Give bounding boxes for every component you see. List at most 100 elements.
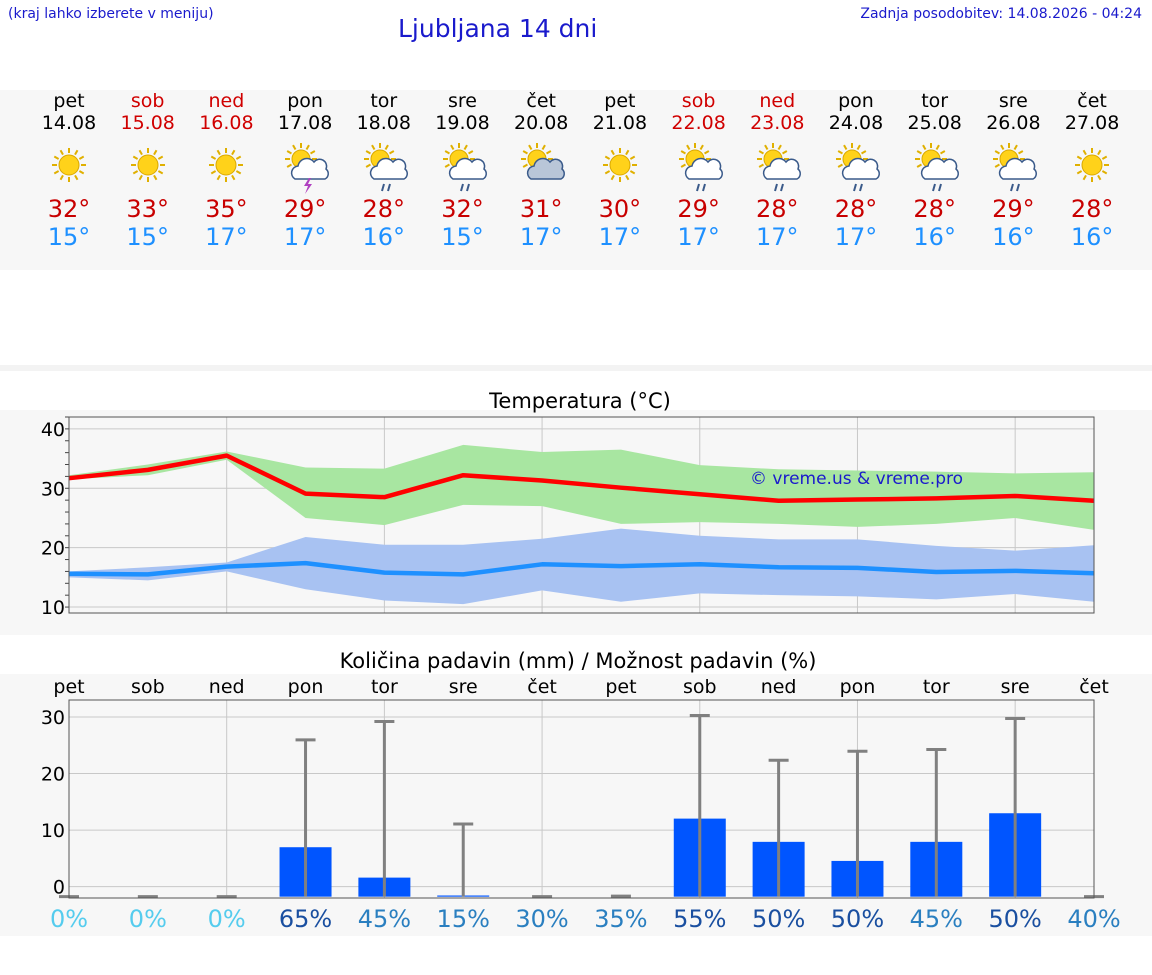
day-name: pon xyxy=(838,90,874,112)
day-column: ned 23.08 28° 17° xyxy=(738,90,816,251)
low-temperature: 17° xyxy=(205,223,248,251)
y-tick-label: 40 xyxy=(41,419,65,441)
sun-icon xyxy=(109,135,187,195)
y-tick-label: 10 xyxy=(41,820,65,842)
x-category-label: sob xyxy=(131,676,165,698)
sun-cloud-rain-icon xyxy=(817,135,895,195)
day-column: pon 17.08 29° 17° xyxy=(266,90,344,251)
day-date: 17.08 xyxy=(277,112,333,134)
low-temperature: 15° xyxy=(47,223,91,251)
high-temperature: 28° xyxy=(913,195,956,223)
day-column: sob 22.08 29° 17° xyxy=(660,90,738,251)
day-date: 27.08 xyxy=(1064,112,1120,134)
day-name: pon xyxy=(287,90,323,112)
low-temperature: 17° xyxy=(756,223,799,251)
day-name: ned xyxy=(208,90,245,112)
day-column: sob 15.08 33° 15° xyxy=(109,90,187,251)
low-temperature: 15° xyxy=(126,223,169,251)
low-temperature: 17° xyxy=(519,223,563,251)
precipitation-probability: 0% xyxy=(129,905,167,933)
low-temperature-line xyxy=(68,560,1095,577)
day-name: tor xyxy=(921,90,949,112)
high-temperature: 28° xyxy=(834,195,878,223)
day-date: 23.08 xyxy=(750,112,805,134)
precipitation-probability: 0% xyxy=(208,905,246,933)
precipitation-plot-frame xyxy=(68,699,1095,899)
y-tick-label: 20 xyxy=(41,764,65,786)
x-category-label: pet xyxy=(605,676,636,698)
precipitation-probability: 65% xyxy=(279,905,332,933)
day-name: sob xyxy=(130,90,165,112)
day-column: sre 26.08 29° 16° xyxy=(974,90,1052,251)
y-tick-label: 20 xyxy=(41,538,65,560)
precipitation-probability: 50% xyxy=(831,905,884,933)
page-title: Ljubljana 14 dni xyxy=(398,14,598,43)
high-temperature: 32° xyxy=(47,195,91,223)
day-column: sre 19.08 32° 15° xyxy=(424,90,502,251)
precipitation-probability: 45% xyxy=(910,905,963,933)
precipitation-probability: 50% xyxy=(752,905,805,933)
high-temperature-line xyxy=(68,453,1095,503)
precipitation-probability: 0% xyxy=(50,905,88,933)
precipitation-probability: 35% xyxy=(594,905,647,933)
sun-cloud-rain-icon xyxy=(345,135,423,195)
day-name: čet xyxy=(526,90,556,112)
day-name: pet xyxy=(604,90,636,112)
x-category-label: pon xyxy=(288,676,324,698)
y-tick-label: 10 xyxy=(41,597,65,619)
low-temperature: 17° xyxy=(834,223,878,251)
day-name: sob xyxy=(681,90,716,112)
high-temperature: 33° xyxy=(126,195,169,223)
sun-cloud-rain-icon xyxy=(738,135,816,195)
x-category-label: tor xyxy=(923,676,950,698)
day-date: 22.08 xyxy=(671,112,726,134)
day-date: 18.08 xyxy=(356,112,411,134)
day-name: sre xyxy=(998,90,1028,112)
x-category-label: čet xyxy=(1079,676,1109,698)
low-temperature: 15° xyxy=(441,223,484,251)
sun-icon xyxy=(1053,135,1131,195)
sun-icon xyxy=(581,135,659,195)
day-column: tor 25.08 28° 16° xyxy=(896,90,974,251)
sun-cloud-icon xyxy=(502,135,580,195)
x-category-label: ned xyxy=(761,676,797,698)
divider xyxy=(0,365,1152,371)
high-temperature: 29° xyxy=(677,195,720,223)
sun-icon xyxy=(30,135,108,195)
x-category-label: pet xyxy=(53,676,84,698)
day-column: tor 18.08 28° 16° xyxy=(345,90,423,251)
precipitation-chart-title: Količina padavin (mm) / Možnost padavin … xyxy=(340,649,817,673)
location-hint: (kraj lahko izberete v meniju) xyxy=(8,6,214,22)
high-temperature: 28° xyxy=(1070,195,1114,223)
low-temperature: 17° xyxy=(598,223,642,251)
day-column: pet 14.08 32° 15° xyxy=(30,90,108,251)
day-column: čet 27.08 28° 16° xyxy=(1053,90,1131,251)
low-temperature: 17° xyxy=(283,223,327,251)
low-temperature: 17° xyxy=(677,223,720,251)
sun-cloud-thunder-icon xyxy=(266,135,344,195)
high-temperature: 30° xyxy=(598,195,642,223)
sun-cloud-rain-icon xyxy=(896,135,974,195)
high-temperature-range-band xyxy=(69,444,1094,530)
sun-icon xyxy=(187,135,265,195)
day-column: pon 24.08 28° 17° xyxy=(817,90,895,251)
day-name: pet xyxy=(53,90,85,112)
low-temperature: 16° xyxy=(362,223,406,251)
low-temperature: 16° xyxy=(913,223,956,251)
day-date: 26.08 xyxy=(986,112,1041,134)
y-tick-label: 30 xyxy=(41,478,65,500)
precipitation-probability: 30% xyxy=(515,905,568,933)
day-column: pet 21.08 30° 17° xyxy=(581,90,659,251)
precipitation-probability: 50% xyxy=(988,905,1041,933)
precipitation-probability: 15% xyxy=(437,905,490,933)
day-name: ned xyxy=(759,90,796,112)
day-date: 14.08 xyxy=(41,112,97,134)
day-date: 19.08 xyxy=(435,112,490,134)
day-name: tor xyxy=(370,90,398,112)
high-temperature: 35° xyxy=(205,195,248,223)
sun-cloud-rain-icon xyxy=(424,135,502,195)
precipitation-probability: 55% xyxy=(673,905,726,933)
y-tick-label: 0 xyxy=(53,877,65,899)
x-category-label: tor xyxy=(371,676,398,698)
